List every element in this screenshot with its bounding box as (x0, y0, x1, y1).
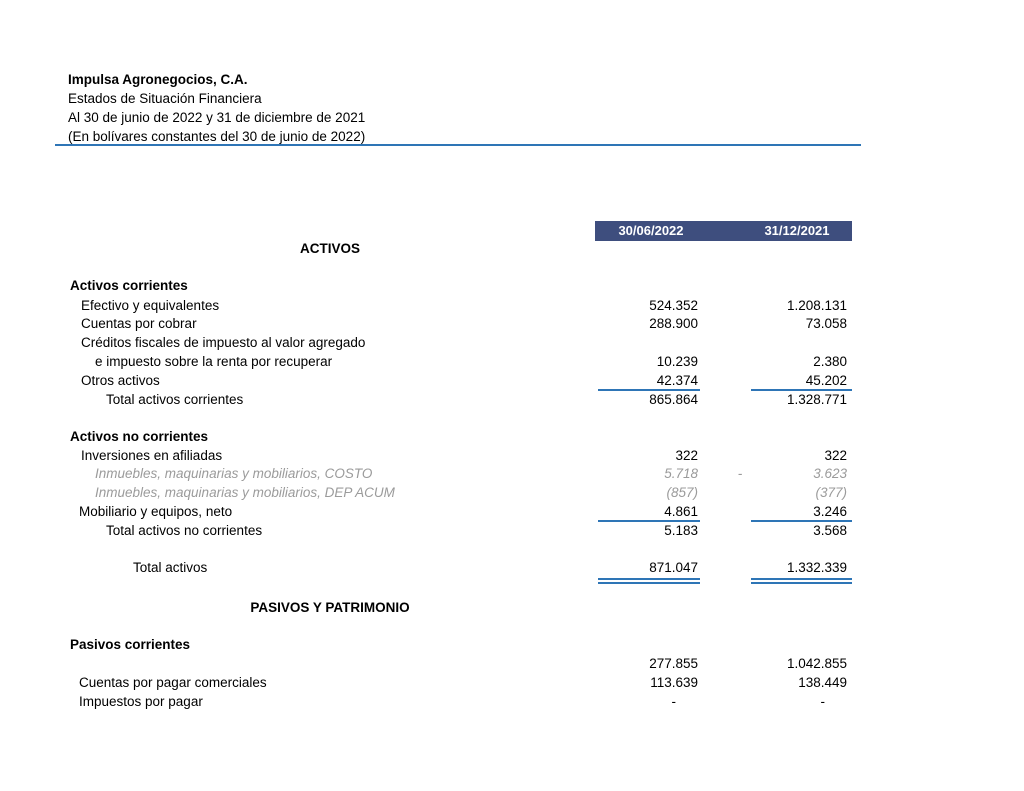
section-activos-corrientes: Activos corrientes (0, 276, 1024, 295)
table-row: Inversiones en afiliadas 322 322 (0, 446, 1024, 465)
section-activos-no-corrientes: Activos no corrientes (0, 427, 1024, 446)
row-label: Total activos (133, 560, 208, 575)
value-col2: 45.202 (751, 371, 852, 391)
period-line: Al 30 de junio de 2022 y 31 de diciembre… (68, 110, 366, 125)
value-col2: 3.568 (813, 523, 847, 538)
company-name: Impulsa Agronegocios, C.A. (68, 72, 248, 87)
row-label: Activos no corrientes (70, 429, 209, 444)
row-label: Total activos no corrientes (106, 523, 263, 538)
row-label: Activos corrientes (70, 278, 188, 293)
value-col2: - (820, 694, 826, 709)
row-label: PASIVOS Y PATRIMONIO (250, 600, 410, 615)
row-label: e impuesto sobre la renta por recuperar (95, 354, 333, 369)
row-label: Créditos fiscales de impuesto al valor a… (81, 335, 366, 350)
value-col1: 42.374 (598, 371, 700, 391)
date-col-1: 30/06/2022 (618, 223, 684, 238)
table-row: Efectivo y equivalentes 524.352 1.208.13… (0, 296, 1024, 315)
value-col1: 865.864 (649, 392, 698, 407)
row-label: Cuentas por cobrar (81, 316, 197, 331)
table-row: Impuestos por pagar - - (0, 692, 1024, 711)
table-row: e impuesto sobre la renta por recuperar … (0, 352, 1024, 371)
value-col1: 4.861 (598, 502, 700, 522)
date-column-header: 30/06/2022 31/12/2021 (595, 221, 852, 241)
currency-note: (En bolívares constantes del 30 de junio… (68, 129, 366, 144)
value-col2: (377) (815, 485, 847, 500)
row-label: Inmuebles, maquinarias y mobiliarios, DE… (95, 485, 395, 500)
section-title-pasivos-patrimonio: PASIVOS Y PATRIMONIO (0, 598, 1024, 617)
statement-title: Estados de Situación Financiera (68, 91, 262, 106)
value-col2: 2.380 (813, 354, 847, 369)
table-row: 277.855 1.042.855 (0, 654, 1024, 673)
table-row: Créditos fiscales de impuesto al valor a… (0, 333, 1024, 352)
value-col1: 322 (675, 448, 698, 463)
value-col1: 277.855 (649, 656, 698, 671)
value-col1: 871.047 (598, 558, 700, 584)
value-col2: 138.449 (798, 675, 847, 690)
value-col1: (857) (666, 485, 698, 500)
value-col2: 322 (824, 448, 847, 463)
row-label: Pasivos corrientes (70, 637, 191, 652)
row-label: Otros activos (81, 373, 160, 388)
value-col2: 1.332.339 (751, 558, 852, 584)
value-col2: 73.058 (805, 316, 847, 331)
value-col2: 3.246 (751, 502, 852, 522)
table-row: Cuentas por pagar comerciales 113.639 13… (0, 673, 1024, 692)
table-row: Otros activos 42.374 45.202 (0, 371, 1024, 391)
table-row: Mobiliario y equipos, neto 4.861 3.246 (0, 502, 1024, 522)
date-col-2: 31/12/2021 (764, 223, 830, 238)
value-col1: 5.183 (664, 523, 698, 538)
value-col1: 288.900 (649, 316, 698, 331)
table-row: Inmuebles, maquinarias y mobiliarios, DE… (0, 483, 1024, 502)
value-col1: 524.352 (649, 298, 698, 313)
value-col1: 5.718 (664, 466, 698, 481)
row-label: Total activos corrientes (106, 392, 244, 407)
value-col1: 113.639 (650, 675, 698, 690)
row-label: Efectivo y equivalentes (81, 298, 220, 313)
table-row: Cuentas por cobrar 288.900 73.058 (0, 314, 1024, 333)
value-col2: 1.208.131 (786, 298, 847, 313)
row-label: Mobiliario y equipos, neto (79, 504, 233, 519)
total-row: Total activos corrientes 865.864 1.328.7… (0, 390, 1024, 409)
value-col2: 1.328.771 (786, 392, 847, 407)
value-col2: 3.623 (813, 466, 847, 481)
row-label: Inmuebles, maquinarias y mobiliarios, CO… (95, 466, 373, 481)
table-row: Inmuebles, maquinarias y mobiliarios, CO… (0, 464, 1024, 483)
row-label: Inversiones en afiliadas (81, 448, 223, 463)
header-rule (55, 144, 861, 146)
section-title-activos: ACTIVOS (0, 239, 1024, 258)
statement-header: Impulsa Agronegocios, C.A. Estados de Si… (68, 70, 365, 146)
row-label: Impuestos por pagar (79, 694, 203, 709)
value-col1: - (671, 694, 677, 709)
row-label: Cuentas por pagar comerciales (79, 675, 267, 690)
section-pasivos-corrientes: Pasivos corrientes (0, 635, 1024, 654)
value-col2: 1.042.855 (786, 656, 847, 671)
mid-dash: - (737, 466, 743, 481)
value-col1: 10.239 (656, 354, 698, 369)
grand-total-row: Total activos 871.047 1.332.339 (0, 558, 1024, 584)
row-label: ACTIVOS (299, 241, 360, 256)
total-row: Total activos no corrientes 5.183 3.568 (0, 521, 1024, 540)
